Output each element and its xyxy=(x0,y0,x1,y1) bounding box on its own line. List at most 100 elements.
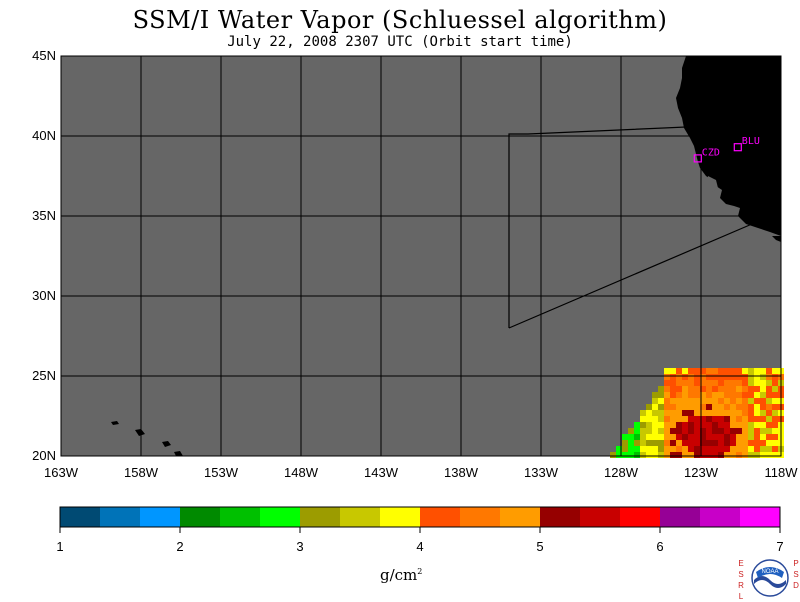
hawaii-island xyxy=(174,451,183,456)
colorbar-tick-label: 1 xyxy=(56,539,63,554)
swath-pixel xyxy=(694,386,700,392)
swath-pixel xyxy=(712,404,718,410)
swath-pixel xyxy=(658,404,664,410)
swath-pixel xyxy=(730,374,736,380)
colorbar-tick-label: 3 xyxy=(296,539,303,554)
swath-pixel xyxy=(748,386,754,392)
swath-pixel xyxy=(700,446,706,452)
swath-pixel xyxy=(664,434,670,440)
swath-pixel xyxy=(736,386,742,392)
swath-pixel xyxy=(760,398,766,404)
swath-pixel xyxy=(640,446,646,452)
swath-pixel xyxy=(646,416,652,422)
swath-pixel xyxy=(652,410,658,416)
swath-pixel xyxy=(628,440,634,446)
colorbar-unit-exponent: 2 xyxy=(417,567,423,576)
swath-pixel xyxy=(754,422,760,428)
longitude-label: 153W xyxy=(204,465,239,480)
station-label: CZD xyxy=(702,147,720,158)
swath-pixel xyxy=(634,422,640,428)
swath-pixel xyxy=(736,380,742,386)
swath-pixel xyxy=(718,404,724,410)
swath-pixel xyxy=(760,422,766,428)
swath-pixel xyxy=(748,404,754,410)
swath-pixel xyxy=(748,416,754,422)
swath-pixel xyxy=(652,416,658,422)
swath-pixel xyxy=(658,446,664,452)
longitude-label: 148W xyxy=(284,465,319,480)
swath-pixel xyxy=(742,386,748,392)
station-markers: CZD BLU xyxy=(693,136,760,163)
swath-pixel xyxy=(700,440,706,446)
swath-pixel xyxy=(718,434,724,440)
station-marker xyxy=(693,154,702,163)
swath-pixel xyxy=(736,416,742,422)
swath-pixel xyxy=(766,380,772,386)
swath-pixel xyxy=(712,392,718,398)
swath-pixel xyxy=(748,446,754,452)
swath-pixel xyxy=(688,452,694,458)
swath-pixel xyxy=(718,416,724,422)
swath-pixel xyxy=(682,428,688,434)
swath-pixel xyxy=(706,410,712,416)
swath-pixel xyxy=(772,398,778,404)
swath-pixel xyxy=(670,380,676,386)
swath-pixel xyxy=(670,422,676,428)
swath-pixel xyxy=(772,434,778,440)
swath-pixel xyxy=(724,434,730,440)
swath-pixel xyxy=(712,416,718,422)
swath-pixel xyxy=(640,440,646,446)
swath-pixel xyxy=(730,386,736,392)
swath-pixel xyxy=(640,422,646,428)
map-subtitle: July 22, 2008 2307 UTC (Orbit start time… xyxy=(227,34,573,50)
esrl-letter: S xyxy=(738,570,744,579)
swath-pixel xyxy=(688,380,694,386)
swath-pixel xyxy=(646,452,652,458)
colorbar-swatch xyxy=(420,507,461,527)
swath-pixel xyxy=(754,416,760,422)
swath-pixel xyxy=(670,398,676,404)
swath-pixel xyxy=(682,452,688,458)
swath-pixel xyxy=(676,392,682,398)
swath-pixel xyxy=(670,452,676,458)
swath-pixel xyxy=(640,434,646,440)
swath-pixel xyxy=(706,428,712,434)
swath-pixel xyxy=(718,386,724,392)
swath-pixel xyxy=(670,368,676,374)
swath-pixel xyxy=(664,410,670,416)
swath-pixel xyxy=(712,380,718,386)
swath-pixel xyxy=(730,398,736,404)
swath-pixel xyxy=(712,374,718,380)
swath-pixel xyxy=(718,392,724,398)
swath-pixel xyxy=(736,434,742,440)
swath-pixel xyxy=(712,446,718,452)
swath-pixel xyxy=(730,440,736,446)
swath-pixel xyxy=(718,440,724,446)
esrl-vertical-text: E S R L xyxy=(737,558,745,602)
swath-pixel xyxy=(700,398,706,404)
swath-pixel xyxy=(712,410,718,416)
swath-pixel xyxy=(652,452,658,458)
swath-pixel xyxy=(676,380,682,386)
orbit-outline xyxy=(508,126,753,329)
swath-pixel xyxy=(748,368,754,374)
swath-pixel xyxy=(754,410,760,416)
swath-pixel xyxy=(736,440,742,446)
swath-pixel xyxy=(622,434,628,440)
swath-pixel xyxy=(706,398,712,404)
swath-pixel xyxy=(772,386,778,392)
swath-pixel xyxy=(646,404,652,410)
swath-pixel xyxy=(766,440,772,446)
swath-pixel xyxy=(688,410,694,416)
colorbar-swatch xyxy=(140,507,181,527)
swath-pixel xyxy=(712,422,718,428)
swath-pixel xyxy=(652,428,658,434)
latitude-label: 45N xyxy=(32,48,56,63)
swath-pixel xyxy=(724,416,730,422)
swath-pixel xyxy=(688,392,694,398)
swath-pixel xyxy=(736,398,742,404)
swath-pixel xyxy=(760,368,766,374)
swath-pixel xyxy=(766,410,772,416)
swath-pixel xyxy=(676,428,682,434)
swath-pixel xyxy=(766,452,772,458)
